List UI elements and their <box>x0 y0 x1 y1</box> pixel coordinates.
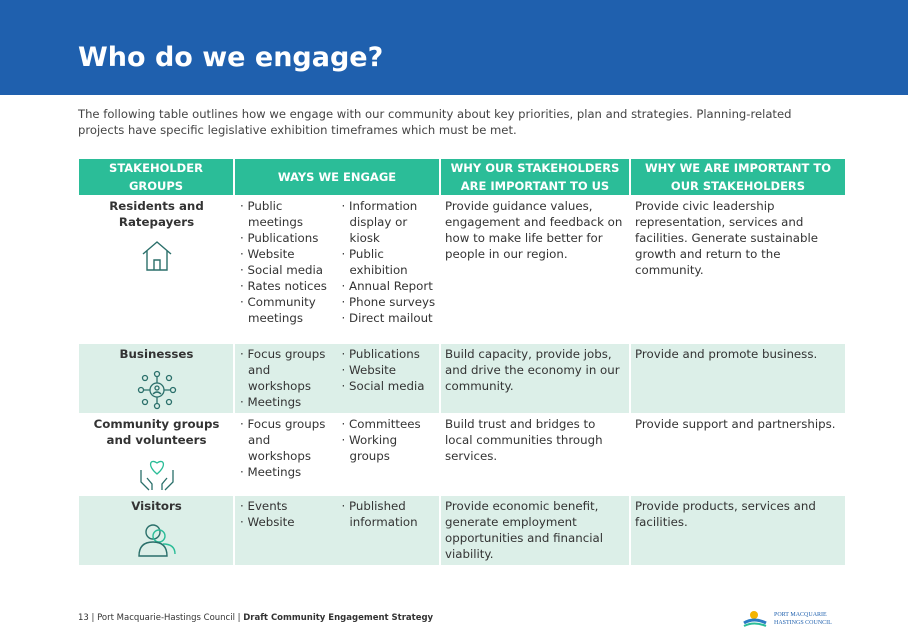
why-them-cell: Provide civic leadership representation,… <box>635 199 818 277</box>
group-name: Community groups and volunteers <box>93 417 220 447</box>
column-header: WAYS WE ENGAGE <box>235 159 439 195</box>
why-us-cell: Build trust and bridges to local communi… <box>445 417 603 463</box>
header-band: Who do we engage? <box>0 0 908 95</box>
why-them-cell: Provide support and partnerships. <box>635 417 836 431</box>
ways-list: EventsWebsite Published information <box>239 498 436 530</box>
why-us-cell: Provide guidance values, engagement and … <box>445 199 623 261</box>
why-them-cell: Provide and promote business. <box>631 344 845 413</box>
way-item: Focus groups and workshops <box>239 416 335 464</box>
group-cell: Residents and Ratepayers <box>79 196 233 343</box>
ways-cell: EventsWebsite Published information <box>235 496 439 565</box>
table-row: Community groups and volunteers Focus gro… <box>79 414 845 495</box>
org-name: | Port Macquarie-Hastings Council | <box>91 613 241 623</box>
table-body: Residents and RatepayersPublic meetingsP… <box>79 196 845 565</box>
way-item: Events <box>239 498 335 514</box>
group-icon <box>137 524 176 557</box>
way-item: Publications <box>239 230 335 246</box>
group-cell: Businesses <box>79 344 233 413</box>
footer: 13 | Port Macquarie-Hastings Council | D… <box>78 613 433 623</box>
group-name: Visitors <box>131 499 182 513</box>
page-number: 13 <box>78 613 89 623</box>
page-title: Who do we engage? <box>78 42 384 73</box>
way-item: Direct mailout <box>341 310 437 326</box>
way-item: Public exhibition <box>341 246 437 278</box>
table-row: Visitors EventsWebsite Published informati… <box>79 496 845 565</box>
intro-text: The following table outlines how we enga… <box>78 107 792 137</box>
logo-text: HASTINGS COUNCIL <box>774 620 832 626</box>
way-item: Community meetings <box>239 294 335 326</box>
way-item: Annual Report <box>341 278 437 294</box>
way-item: Rates notices <box>239 278 335 294</box>
logo-text: PORT MACQUARIE <box>774 612 827 618</box>
way-item: Published information <box>341 498 437 530</box>
why-us-cell: Provide economic benefit, generate emplo… <box>441 496 629 565</box>
way-item: Focus groups and workshops <box>239 346 335 394</box>
way-item: Committees <box>341 416 437 432</box>
way-item: Publications <box>341 346 437 362</box>
why-us-cell: Build capacity, provide jobs, and drive … <box>441 344 629 413</box>
table-row: Businesses Focus groups and workshopsMeet… <box>79 344 845 413</box>
way-item: Working groups <box>341 432 437 464</box>
ways-list: Public meetingsPublicationsWebsiteSocial… <box>239 198 436 326</box>
way-item: Social media <box>239 262 335 278</box>
ways-cell: Focus groups and workshopsMeetings Commit… <box>235 414 439 495</box>
ways-cell: Public meetingsPublicationsWebsiteSocial… <box>235 196 439 343</box>
group-icon <box>142 241 171 271</box>
ways-list: Focus groups and workshopsMeetings Public… <box>239 346 436 410</box>
group-icon <box>139 460 174 491</box>
way-item: Public meetings <box>239 198 335 230</box>
logo: PORT MACQUARIE HASTINGS COUNCIL <box>743 611 832 627</box>
group-cell: Visitors <box>79 496 233 565</box>
ways-cell: Focus groups and workshopsMeetings Public… <box>235 344 439 413</box>
way-item: Website <box>239 514 335 530</box>
doc-name: Draft Community Engagement Strategy <box>243 613 434 623</box>
why-them-cell: Provide products, services and facilitie… <box>631 496 845 565</box>
group-name: Residents and Ratepayers <box>109 199 204 229</box>
column-header: STAKEHOLDER GROUPS <box>79 159 233 195</box>
table-row: Residents and RatepayersPublic meetingsP… <box>79 196 845 343</box>
way-item: Website <box>239 246 335 262</box>
group-icon <box>137 370 176 410</box>
group-name: Businesses <box>119 347 194 361</box>
way-item: Phone surveys <box>341 294 437 310</box>
ways-list: Focus groups and workshopsMeetings Commit… <box>239 416 436 480</box>
way-item: Meetings <box>239 394 335 410</box>
header-row: STAKEHOLDER GROUPS WAYS WE ENGAGE WHY OUR … <box>79 159 845 195</box>
group-cell: Community groups and volunteers <box>79 414 233 495</box>
way-item: Social media <box>341 378 437 394</box>
engagement-table: STAKEHOLDER GROUPS WAYS WE ENGAGE WHY OUR … <box>77 158 847 566</box>
way-item: Website <box>341 362 437 378</box>
way-item: Meetings <box>239 464 335 480</box>
way-item: Information display or kiosk <box>341 198 437 246</box>
column-header: WHY WE ARE IMPORTANT TO OUR STAKEHOLDERS <box>631 159 845 195</box>
column-header: WHY OUR STAKEHOLDERS ARE IMPORTANT TO US <box>441 159 629 195</box>
